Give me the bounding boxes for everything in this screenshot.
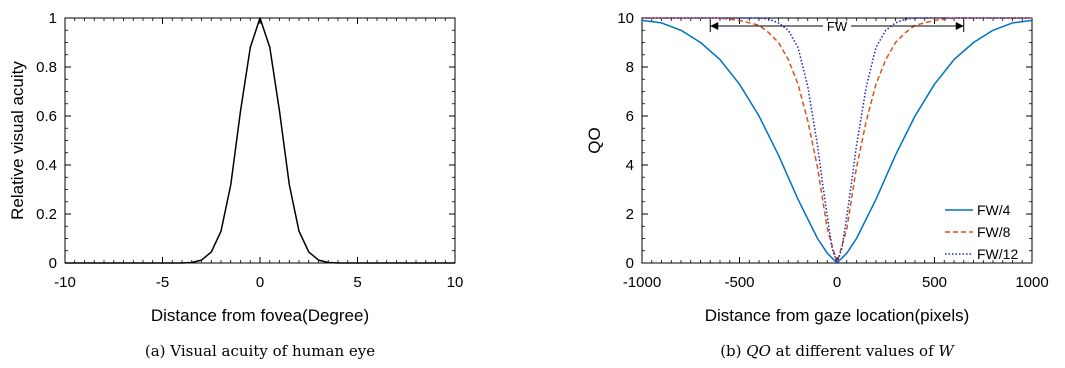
caption-b-part: at different values of xyxy=(771,342,939,360)
series-line-0 xyxy=(65,17,455,264)
y-tick-label: 4 xyxy=(626,157,634,174)
x-axis-label: Distance from fovea(Degree) xyxy=(151,306,369,325)
x-tick-label: 10 xyxy=(447,274,464,291)
caption-b-part: W xyxy=(938,342,955,360)
x-tick-label: -1000 xyxy=(623,274,661,291)
caption-b-part: QO xyxy=(746,342,771,360)
x-tick-label: -10 xyxy=(54,274,76,291)
y-axis-label: QO xyxy=(585,127,604,153)
fw-arrowhead-left xyxy=(710,22,719,30)
y-tick-label: 0.8 xyxy=(36,59,57,76)
legend-label: FW/4 xyxy=(977,202,1011,218)
series-line-fw-8 xyxy=(642,17,1032,264)
y-tick-label: 0 xyxy=(49,255,57,272)
x-tick-label: -5 xyxy=(156,274,169,291)
series-line-fw-4 xyxy=(641,19,1033,264)
fw-arrowhead-right xyxy=(955,22,964,30)
y-tick-label: 0.4 xyxy=(36,157,57,174)
legend-label: FW/8 xyxy=(977,224,1011,240)
y-tick-label: 2 xyxy=(626,206,634,223)
plot-frame xyxy=(64,17,456,264)
chart-panel-b: -1000 -500 0 500 1000 0 2 4 6 8 10 Distance from ga… xyxy=(585,10,1049,360)
x-tick-label: -500 xyxy=(724,274,754,291)
x-tick-label: 0 xyxy=(833,274,841,291)
legend-label: FW/12 xyxy=(977,246,1018,262)
fw-annotation-label: FW xyxy=(827,19,848,34)
caption-b-part: (b) xyxy=(720,342,746,360)
y-tick-label: 8 xyxy=(626,59,634,76)
y-tick-label: 10 xyxy=(617,10,634,27)
y-tick-label: 0.2 xyxy=(36,206,57,223)
plot-frame xyxy=(641,17,1033,264)
y-tick-label: 1 xyxy=(49,10,57,27)
y-tick-label: 6 xyxy=(626,108,634,125)
x-tick-label: 500 xyxy=(922,274,947,291)
chart-panel-a: -10 -5 0 5 10 0 0.2 0.4 0.6 0.8 1 Distance from fov… xyxy=(8,10,463,360)
x-tick-label: 1000 xyxy=(1015,274,1048,291)
y-tick-label: 0 xyxy=(626,255,634,272)
y-axis-label: Relative visual acuity xyxy=(8,61,27,220)
series-line-fw-12 xyxy=(642,17,1032,264)
x-axis-label: Distance from gaze location(pixels) xyxy=(705,306,970,325)
caption-a: (a) Visual acuity of human eye xyxy=(145,342,375,360)
x-tick-label: 0 xyxy=(256,274,264,291)
y-tick-label: 0.6 xyxy=(36,108,57,125)
x-tick-label: 5 xyxy=(353,274,361,291)
caption-b: (b) QO at different values of W xyxy=(720,342,955,360)
